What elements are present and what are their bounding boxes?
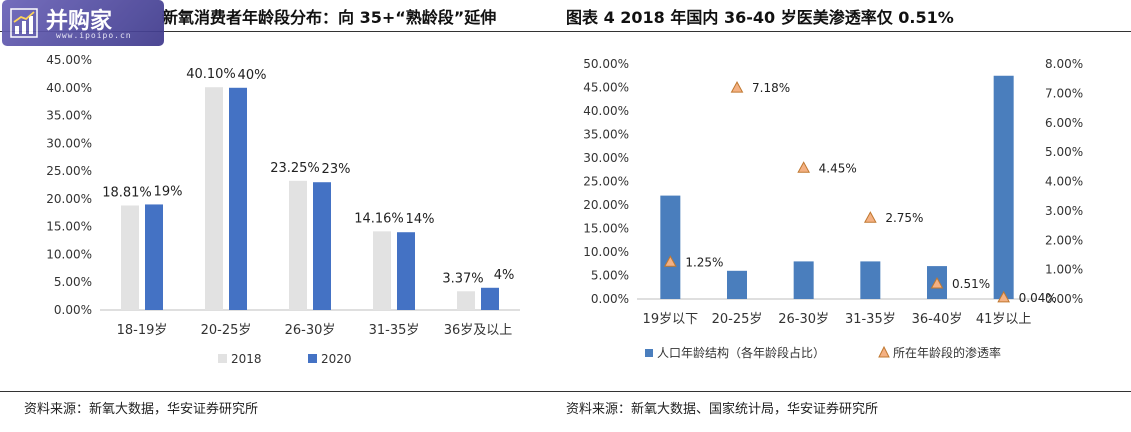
x-category-label: 31-35岁 (369, 323, 420, 338)
data-label-2020: 4% (494, 268, 515, 283)
y-tick-label: 30.00% (46, 136, 92, 150)
bar-2020 (145, 204, 163, 310)
bar-2020 (397, 232, 415, 310)
y-left-tick-label: 20.00% (583, 198, 629, 212)
x-category-label: 18-19岁 (117, 323, 168, 338)
legend-label-2020: 2020 (321, 352, 352, 366)
data-label-2018: 3.37% (442, 271, 483, 286)
chart-growth-icon (10, 8, 38, 38)
penetration-rate-chart: 0.00% 5.00% 10.00% 15.00% 20.00% 25.00% 30.00%… (583, 57, 1083, 360)
population-bar (993, 75, 1014, 299)
x-category-label: 20-25岁 (712, 312, 763, 327)
left-source-note: 资料来源：新氧大数据，华安证券研究所 (24, 402, 259, 417)
penetration-label: 0.51% (952, 277, 990, 291)
y-tick-label: 0.00% (54, 303, 92, 317)
y-tick-label: 25.00% (46, 164, 92, 178)
data-label-2020: 19% (154, 184, 183, 199)
population-bar (793, 261, 814, 299)
bar-2018 (457, 291, 475, 310)
penetration-marker (730, 81, 744, 93)
x-category-label: 26-30岁 (778, 312, 829, 327)
y-tick-label: 5.00% (54, 275, 92, 289)
data-label-2018: 40.10% (186, 67, 236, 82)
y-right-tick-label: 1.00% (1045, 263, 1083, 277)
y-tick-label: 10.00% (46, 247, 92, 261)
watermark-url: www.ipoipo.cn (56, 31, 132, 40)
y-right-tick-label: 8.00% (1045, 57, 1083, 71)
y-left-tick-label: 10.00% (583, 245, 629, 259)
y-tick-label: 15.00% (46, 220, 92, 234)
bar-2020 (481, 287, 499, 310)
y-right-tick-label: 5.00% (1045, 145, 1083, 159)
y-tick-label: 20.00% (46, 192, 92, 206)
data-label-2018: 14.16% (354, 211, 404, 226)
bar-2020 (313, 182, 331, 310)
penetration-label: 0.04% (1019, 291, 1057, 305)
y-left-tick-label: 30.00% (583, 151, 629, 165)
x-category-label: 31-35岁 (845, 312, 896, 327)
y-left-tick-label: 35.00% (583, 128, 629, 142)
bar-2020 (229, 87, 247, 311)
penetration-marker (797, 161, 811, 173)
population-bar (860, 261, 881, 299)
data-label-2020: 14% (406, 212, 435, 227)
legend-swatch-2020 (308, 354, 317, 363)
y-left-tick-label: 5.00% (591, 269, 629, 283)
legend-swatch-penetration (878, 345, 890, 358)
y-right-tick-label: 0.00% (1045, 292, 1083, 306)
population-bar (660, 195, 681, 299)
penetration-label: 1.25% (685, 255, 723, 269)
top-rule (0, 31, 1131, 32)
data-label-2020: 40% (238, 68, 267, 83)
penetration-label: 2.75% (885, 211, 923, 225)
y-left-tick-label: 50.00% (583, 57, 629, 71)
watermark-text: 并购家 (46, 9, 113, 34)
legend-label-population: 人口年龄结构（各年龄段占比） (657, 345, 825, 360)
penetration-marker (863, 211, 877, 223)
y-tick-label: 40.00% (46, 81, 92, 95)
x-category-label: 26-30岁 (285, 323, 336, 338)
x-category-label: 36-40岁 (912, 312, 963, 327)
bar-2018 (205, 87, 223, 310)
penetration-label: 4.45% (819, 161, 857, 175)
penetration-marker (997, 290, 1011, 303)
y-left-tick-label: 25.00% (583, 175, 629, 189)
y-left-tick-label: 15.00% (583, 222, 629, 236)
x-category-label: 41岁以上 (976, 312, 1032, 327)
data-label-2018: 23.25% (270, 161, 320, 176)
penetration-marker (930, 276, 944, 289)
data-label-2020: 23% (322, 162, 351, 177)
y-right-tick-label: 4.00% (1045, 175, 1083, 189)
right-chart-title: 图表 4 2018 年国内 36-40 岁医美渗透率仅 0.51% (566, 8, 954, 27)
penetration-marker (663, 255, 677, 267)
watermark-logo: 并购家 www.ipoipo.cn (2, 0, 164, 46)
y-tick-label: 45.00% (46, 53, 92, 67)
bottom-rule (0, 391, 1131, 392)
legend-label-penetration: 所在年龄段的渗透率 (893, 345, 1001, 360)
legend-label-2018: 2018 (231, 352, 262, 366)
y-left-tick-label: 40.00% (583, 104, 629, 118)
y-right-tick-label: 6.00% (1045, 116, 1083, 130)
x-category-label: 20-25岁 (201, 323, 252, 338)
legend-swatch-2018 (218, 354, 227, 363)
bar-2018 (373, 231, 391, 310)
right-source-note: 资料来源：新氧大数据、国家统计局，华安证券研究所 (566, 402, 879, 417)
bar-2018 (289, 180, 307, 310)
y-right-tick-label: 7.00% (1045, 86, 1083, 100)
y-left-tick-label: 45.00% (583, 81, 629, 95)
legend-swatch-population (645, 349, 653, 357)
bar-2018 (121, 205, 139, 310)
y-right-tick-label: 3.00% (1045, 204, 1083, 218)
age-distribution-chart: 0.00% 5.00% 10.00% 15.00% 20.00% 25.00% 30.00%… (46, 53, 520, 366)
x-category-label: 19岁以下 (643, 312, 699, 327)
y-left-tick-label: 0.00% (591, 292, 629, 306)
population-bar (727, 270, 747, 299)
x-category-label: 36岁及以上 (444, 323, 513, 338)
y-right-tick-label: 2.00% (1045, 233, 1083, 247)
y-tick-label: 35.00% (46, 109, 92, 123)
penetration-label: 7.18% (752, 81, 790, 95)
left-chart-title: 新氧消费者年龄段分布：向 35+“熟龄段”延伸 (162, 8, 497, 27)
data-label-2018: 18.81% (102, 186, 152, 201)
